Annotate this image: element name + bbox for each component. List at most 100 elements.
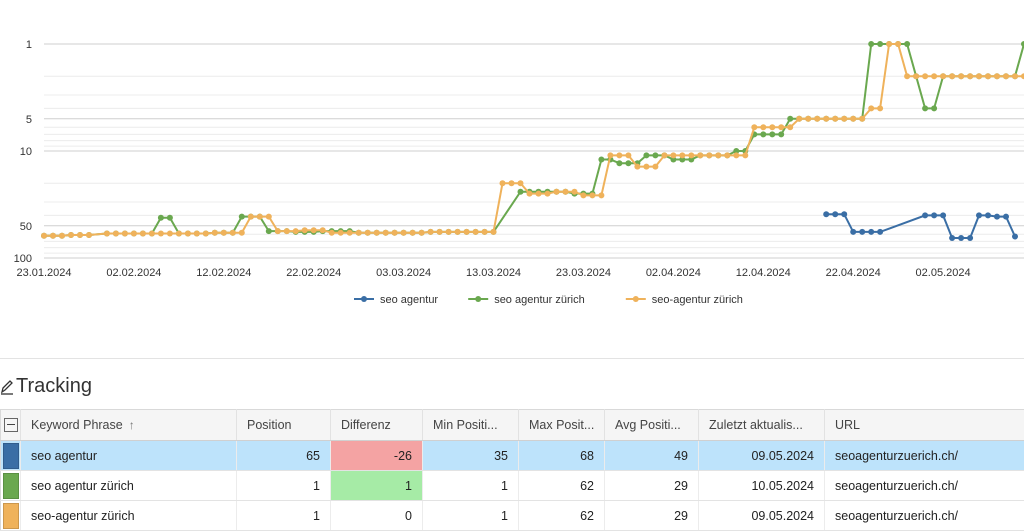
data-point xyxy=(742,152,748,158)
cell-avg-position: 29 xyxy=(605,501,699,531)
data-point xyxy=(554,189,560,195)
x-tick-label: 23.03.2024 xyxy=(556,267,611,279)
series-line xyxy=(44,44,1024,236)
data-point xyxy=(77,232,83,238)
legend-marker xyxy=(361,296,367,302)
data-point xyxy=(643,164,649,170)
section-divider xyxy=(0,358,1024,359)
data-point xyxy=(491,229,497,235)
data-point xyxy=(59,233,65,239)
x-tick-label: 02.05.2024 xyxy=(916,267,971,279)
data-point xyxy=(185,231,191,237)
series-color-indicator xyxy=(3,443,19,469)
data-point xyxy=(212,230,218,236)
data-point xyxy=(850,116,856,122)
data-point xyxy=(931,73,937,79)
data-point xyxy=(697,152,703,158)
data-point xyxy=(1012,234,1018,240)
cell-url: seoagenturzuerich.ch/ xyxy=(825,471,1024,501)
chart-legend[interactable]: seo agentur seo agentur zürich seo-agentur… xyxy=(354,294,743,306)
series-color-indicator xyxy=(3,503,19,529)
data-point xyxy=(616,160,622,166)
data-point xyxy=(473,229,479,235)
column-header-min-position[interactable]: Min Positi... xyxy=(423,410,519,441)
x-tick-label: 12.02.2024 xyxy=(196,267,251,279)
select-all-header[interactable] xyxy=(1,410,21,441)
series-color-indicator xyxy=(3,473,19,499)
data-point xyxy=(823,211,829,217)
data-point xyxy=(706,152,712,158)
data-point xyxy=(904,41,910,47)
cell-min-position: 1 xyxy=(423,471,519,501)
data-point xyxy=(446,229,452,235)
cell-avg-position: 49 xyxy=(605,441,699,471)
data-point xyxy=(437,229,443,235)
data-point xyxy=(580,192,586,198)
data-point xyxy=(868,229,874,235)
cell-url: seoagenturzuerich.ch/ xyxy=(825,501,1024,531)
cell-last-updated: 09.05.2024 xyxy=(699,501,825,531)
data-point xyxy=(284,228,290,234)
data-point xyxy=(500,180,506,186)
data-point xyxy=(122,231,128,237)
select-all-checkbox[interactable] xyxy=(4,418,18,432)
data-point xyxy=(518,189,524,195)
data-point xyxy=(589,192,595,198)
data-point xyxy=(868,41,874,47)
row-color-swatch xyxy=(1,501,21,531)
x-tick-label: 03.03.2024 xyxy=(376,267,431,279)
data-point xyxy=(203,231,209,237)
legend-label: seo-agentur zürich xyxy=(652,294,743,306)
column-header-last-updated[interactable]: Zuletzt aktualis... xyxy=(699,410,825,441)
column-header-keyword[interactable]: Keyword Phrase↑ xyxy=(21,410,237,441)
x-tick-label: 02.04.2024 xyxy=(646,267,701,279)
data-point xyxy=(814,116,820,122)
data-point xyxy=(149,231,155,237)
data-point xyxy=(886,41,892,47)
x-tick-label: 02.02.2024 xyxy=(106,267,161,279)
data-point xyxy=(904,73,910,79)
data-point xyxy=(176,231,182,237)
legend-item[interactable]: seo agentur xyxy=(354,294,438,306)
cell-last-updated: 09.05.2024 xyxy=(699,441,825,471)
tracking-header: Tracking xyxy=(0,373,92,399)
data-point xyxy=(113,231,119,237)
data-point xyxy=(778,124,784,130)
column-header-avg-position[interactable]: Avg Positi... xyxy=(605,410,699,441)
data-point xyxy=(760,124,766,130)
data-point xyxy=(266,214,272,220)
data-point xyxy=(41,233,47,239)
column-header-differenz[interactable]: Differenz xyxy=(331,410,423,441)
legend-label: seo agentur zürich xyxy=(494,294,585,306)
data-point xyxy=(365,230,371,236)
data-point xyxy=(194,231,200,237)
legend-item[interactable]: seo-agentur zürich xyxy=(626,294,743,306)
data-point xyxy=(688,152,694,158)
sort-ascending-icon[interactable]: ↑ xyxy=(129,418,135,432)
data-point xyxy=(338,230,344,236)
data-point xyxy=(545,191,551,197)
data-point xyxy=(976,73,982,79)
data-point xyxy=(715,152,721,158)
data-point xyxy=(392,230,398,236)
data-point xyxy=(994,214,1000,220)
data-point xyxy=(311,227,317,233)
data-point xyxy=(985,212,991,218)
column-header-url[interactable]: URL xyxy=(825,410,1024,441)
column-header-max-position[interactable]: Max Posit... xyxy=(519,410,605,441)
row-color-swatch xyxy=(1,471,21,501)
data-point xyxy=(625,152,631,158)
column-header-position[interactable]: Position xyxy=(237,410,331,441)
data-point xyxy=(868,105,874,111)
data-point xyxy=(994,73,1000,79)
legend-item[interactable]: seo agentur zürich xyxy=(468,294,585,306)
data-point xyxy=(248,214,254,220)
data-point xyxy=(661,152,667,158)
y-tick-label: 5 xyxy=(26,114,32,126)
